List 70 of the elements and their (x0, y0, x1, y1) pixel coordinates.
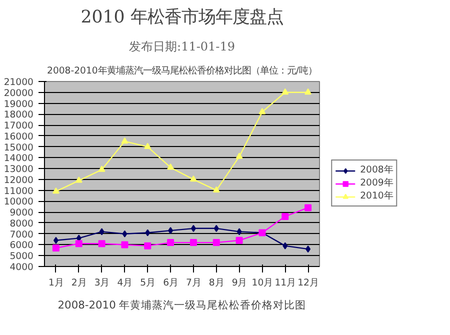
legend-label: 2008年 (360, 164, 393, 176)
y-tick-label: 17000 (4, 120, 34, 132)
chart-title: 2010 年松香市场年度盘点 (80, 8, 284, 28)
point (144, 242, 152, 250)
point (212, 239, 220, 246)
text: 2008-2010年黄埔蒸汽一级马尾松松香价格对比图（单位：元/吨） (47, 66, 318, 76)
point (75, 240, 82, 248)
point (282, 242, 288, 250)
x-tick-label: 12月 (298, 278, 318, 288)
y-tick-label: 10000 (4, 196, 34, 208)
point (75, 176, 82, 183)
y-tick-label: 7000 (10, 229, 34, 240)
point (214, 224, 219, 232)
y-tick-label: 11000 (4, 186, 34, 197)
y-tick-label: 4000 (10, 262, 34, 273)
point (122, 230, 128, 238)
point (98, 166, 106, 172)
point (236, 236, 243, 244)
x-tick-label: 4月 (117, 278, 132, 288)
point (99, 228, 104, 236)
y-tick-label: 13000 (4, 164, 34, 176)
point (306, 246, 311, 253)
point (258, 108, 266, 114)
y-tick-label: 14000 (4, 153, 34, 164)
y-tick-label: 12000 (4, 174, 34, 186)
point (236, 152, 243, 159)
point (212, 186, 220, 193)
point (145, 229, 150, 236)
y-tick-label: 9000 (10, 208, 34, 219)
x-tick-label: 1月 (48, 278, 64, 288)
x-tick-label: 10月 (252, 278, 273, 288)
chart-subtitle: 发布日期:11-01-19 (129, 40, 235, 54)
y-tick-label: 15000 (4, 142, 34, 154)
point (190, 224, 196, 232)
point (121, 137, 128, 144)
y-tick-label: 8000 (10, 218, 34, 230)
point (304, 204, 312, 212)
y-tick-label: 21000 (4, 77, 34, 88)
x-tick-label: 3月 (94, 278, 110, 288)
x-tick-label: 2月 (71, 278, 86, 288)
point (52, 187, 60, 194)
point (167, 239, 174, 246)
y-tick-label: 19000 (4, 98, 34, 110)
x-tick-label: 8月 (208, 278, 224, 288)
point (190, 175, 197, 182)
x-tick-label: 9月 (232, 278, 247, 288)
point (190, 239, 197, 246)
point (282, 88, 289, 95)
point (236, 228, 242, 236)
y-tick-label: 18000 (4, 110, 34, 121)
point (167, 164, 174, 170)
x-tick-label: 11月 (274, 278, 296, 288)
x-tick-label: 7月 (186, 278, 201, 288)
point (53, 236, 58, 244)
y-tick-label: 16000 (4, 131, 34, 142)
point (144, 142, 152, 150)
point (304, 88, 312, 95)
point (121, 241, 128, 248)
y-tick-label: 5000 (10, 251, 34, 262)
point (168, 227, 174, 234)
x-tick-label: 5月 (140, 278, 156, 288)
x-tick-label: 6月 (163, 278, 178, 288)
point (98, 240, 106, 248)
legend-label: 2009年 (360, 176, 393, 190)
y-tick-label: 20000 (4, 88, 34, 99)
text: 2008-2010 年黄埔蒸汽一级马尾松松香价格对比图 (58, 298, 306, 312)
point (282, 212, 289, 220)
point (52, 244, 60, 252)
legend-label: 2010年 (360, 190, 393, 202)
y-tick-label: 6000 (10, 240, 34, 252)
